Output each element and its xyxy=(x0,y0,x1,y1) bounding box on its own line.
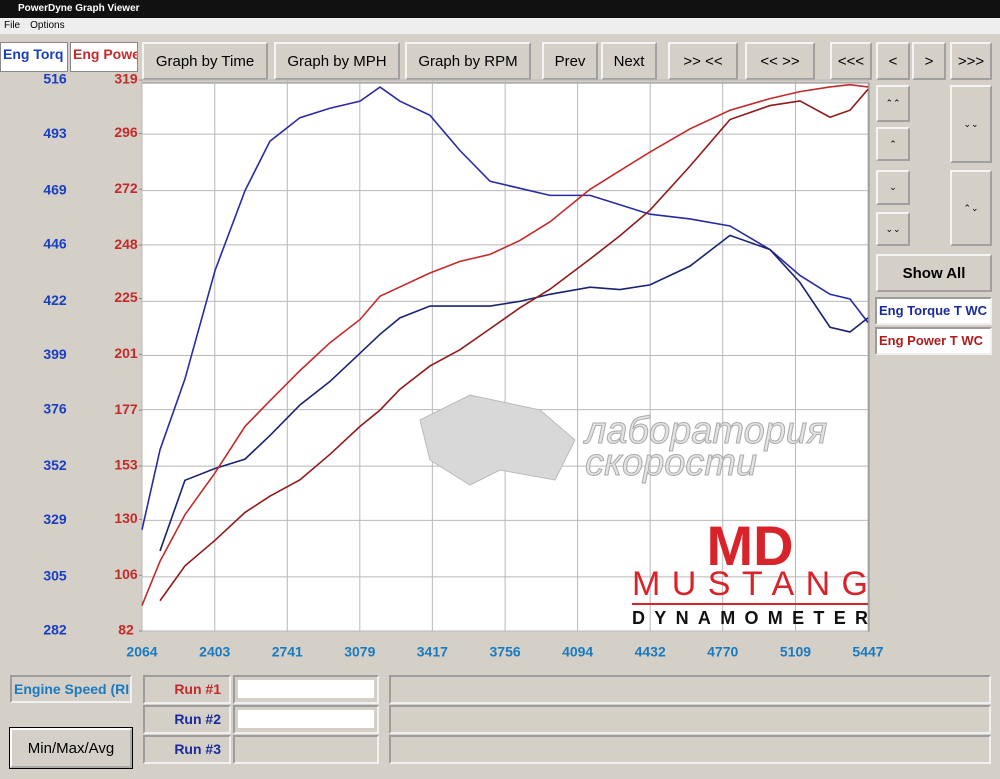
y2-tick-label: 82 xyxy=(118,622,134,638)
data-line xyxy=(159,88,869,602)
logo-shape xyxy=(419,394,576,486)
legend-entry[interactable]: Eng Torque T WC xyxy=(875,297,992,325)
y-tick-label: 305 xyxy=(43,568,67,584)
brand-logo: MD xyxy=(706,514,793,577)
y2-tick-label: 319 xyxy=(114,71,138,87)
run-info xyxy=(389,735,991,764)
y-tick-label: 469 xyxy=(43,181,67,197)
title-bar: PowerDyne Graph Viewer xyxy=(0,0,1000,18)
x-tick-label: 5109 xyxy=(780,644,811,660)
x-tick-label: 3079 xyxy=(344,644,375,660)
toolbar-button[interactable]: >> << xyxy=(668,42,738,80)
x-tick-label: 3417 xyxy=(417,644,448,660)
run-field[interactable] xyxy=(233,735,379,764)
menu-item[interactable]: Options xyxy=(30,20,65,31)
scroll-button[interactable]: ⌃⌄ xyxy=(950,170,992,246)
minmax-button[interactable]: Min/Max/Avg xyxy=(9,727,133,769)
scroll-button[interactable]: ⌄ xyxy=(876,170,910,205)
run-field[interactable] xyxy=(233,675,379,704)
y2-tick-label: 177 xyxy=(114,401,138,417)
watermark-text: скорости xyxy=(585,442,757,484)
run-label: Run #1 xyxy=(143,675,231,704)
run-info xyxy=(389,705,991,734)
toolbar-button[interactable]: <<< xyxy=(830,42,872,80)
y-tick-label: 516 xyxy=(43,71,67,87)
legend-entry[interactable]: Eng Power T WC xyxy=(875,327,992,355)
scroll-button[interactable]: ⌄⌄ xyxy=(950,85,992,163)
run-field[interactable] xyxy=(233,705,379,734)
data-line xyxy=(141,83,869,606)
x-tick-label: 5447 xyxy=(852,644,883,660)
scroll-button[interactable]: ⌄⌄ xyxy=(876,212,910,246)
x-tick-label: 4770 xyxy=(707,644,738,660)
run-label: Run #3 xyxy=(143,735,231,764)
y-tick-label: 422 xyxy=(43,292,67,308)
toolbar-button[interactable]: >>> xyxy=(950,42,992,80)
x-tick-label: 4432 xyxy=(635,644,666,660)
menu-bar: File Options xyxy=(0,18,1000,34)
channel-field[interactable]: Engine Speed (RI xyxy=(10,675,132,703)
y2-tick-label: 106 xyxy=(114,566,138,582)
toolbar-button[interactable]: Graph by RPM xyxy=(405,42,531,80)
y2-tick-label: 130 xyxy=(114,510,138,526)
y-tick-label: 376 xyxy=(43,400,67,416)
scroll-button[interactable]: ⌃⌃ xyxy=(876,85,910,122)
axis-tab[interactable]: Eng Torq xyxy=(0,42,68,72)
y-tick-label: 329 xyxy=(43,511,67,527)
run-info xyxy=(389,675,991,704)
toolbar-button[interactable]: << >> xyxy=(745,42,815,80)
y-tick-label: 282 xyxy=(43,622,67,638)
watermark-text: лаборатория xyxy=(583,410,827,452)
y2-tick-label: 201 xyxy=(114,345,138,361)
x-tick-label: 4094 xyxy=(562,644,593,660)
toolbar-button[interactable]: > xyxy=(912,42,946,80)
y-tick-label: 399 xyxy=(43,346,67,362)
toolbar-button[interactable]: Graph by Time xyxy=(142,42,268,80)
show-all-button[interactable]: Show All xyxy=(876,254,992,292)
toolbar-button[interactable]: Next xyxy=(601,42,657,80)
y-tick-label: 493 xyxy=(43,125,67,141)
menu-item[interactable]: File xyxy=(4,20,21,31)
y2-tick-label: 248 xyxy=(114,236,138,252)
y-tick-label: 446 xyxy=(43,236,67,252)
y2-tick-label: 153 xyxy=(114,457,138,473)
x-tick-label: 2064 xyxy=(126,644,157,660)
run-label: Run #2 xyxy=(143,705,231,734)
brand-name: MUSTANG xyxy=(632,565,868,603)
data-line xyxy=(159,234,869,552)
window-title: PowerDyne Graph Viewer xyxy=(18,3,140,14)
axis-tab[interactable]: Eng Powe xyxy=(70,42,138,72)
y2-tick-label: 225 xyxy=(114,289,138,305)
y-tick-label: 352 xyxy=(43,457,67,473)
y2-tick-label: 272 xyxy=(114,180,138,196)
x-tick-label: 3756 xyxy=(490,644,521,660)
x-tick-label: 2741 xyxy=(272,644,303,660)
y2-tick-label: 296 xyxy=(114,124,138,140)
toolbar-button[interactable]: Graph by MPH xyxy=(274,42,400,80)
toolbar-button[interactable]: Prev xyxy=(542,42,598,80)
x-tick-label: 2403 xyxy=(199,644,230,660)
watermark: лаборатория скорости MD MUSTANG DYNAMOME… xyxy=(419,394,868,628)
chart: лаборатория скорости MD MUSTANG DYNAMOME… xyxy=(43,71,883,660)
data-line xyxy=(141,86,869,530)
toolbar-button[interactable]: < xyxy=(876,42,910,80)
scroll-button[interactable]: ⌃ xyxy=(876,127,910,161)
